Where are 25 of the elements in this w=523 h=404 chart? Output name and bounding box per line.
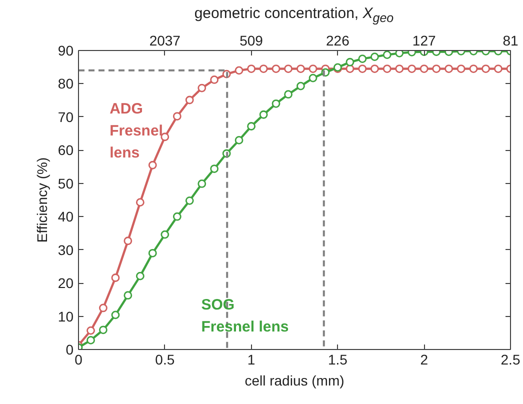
annotation: 509 [240, 32, 264, 48]
x-tick-label: 1.5 [328, 352, 348, 368]
y-tick-label: 20 [58, 275, 74, 292]
annotation: 226 [326, 32, 350, 48]
x-tick-label: 2 [420, 352, 428, 368]
annotation: 127 [412, 32, 436, 48]
y-tick-label: 40 [58, 208, 74, 225]
x-tick-label: 1 [247, 352, 256, 368]
x-axis-title: cell radius (mm) [244, 372, 344, 388]
y-tick-label: 0 [66, 342, 74, 358]
x-tick-label: 0.5 [155, 352, 175, 368]
y-tick-label: 60 [58, 142, 74, 158]
x2-axis-title: geometric concentration, X$_{geo}$ [194, 4, 394, 27]
y-axis-title: Efficiency (%) [34, 157, 50, 243]
series-label: ADG Fresnel lens [110, 100, 163, 162]
y-tick-label: 90 [58, 42, 74, 58]
y-tick-label: 50 [58, 175, 74, 192]
y-tick-label: 10 [58, 308, 74, 324]
y-tick-label: 80 [58, 76, 74, 92]
y-tick-label: 30 [58, 242, 74, 258]
text: SOG Fresnel lens [201, 296, 289, 336]
x-tick-label: 2.5 [500, 352, 520, 368]
y-tick-label: 70 [58, 108, 74, 125]
annotation: 81 [502, 32, 518, 48]
annotation: 2037 [149, 32, 181, 48]
